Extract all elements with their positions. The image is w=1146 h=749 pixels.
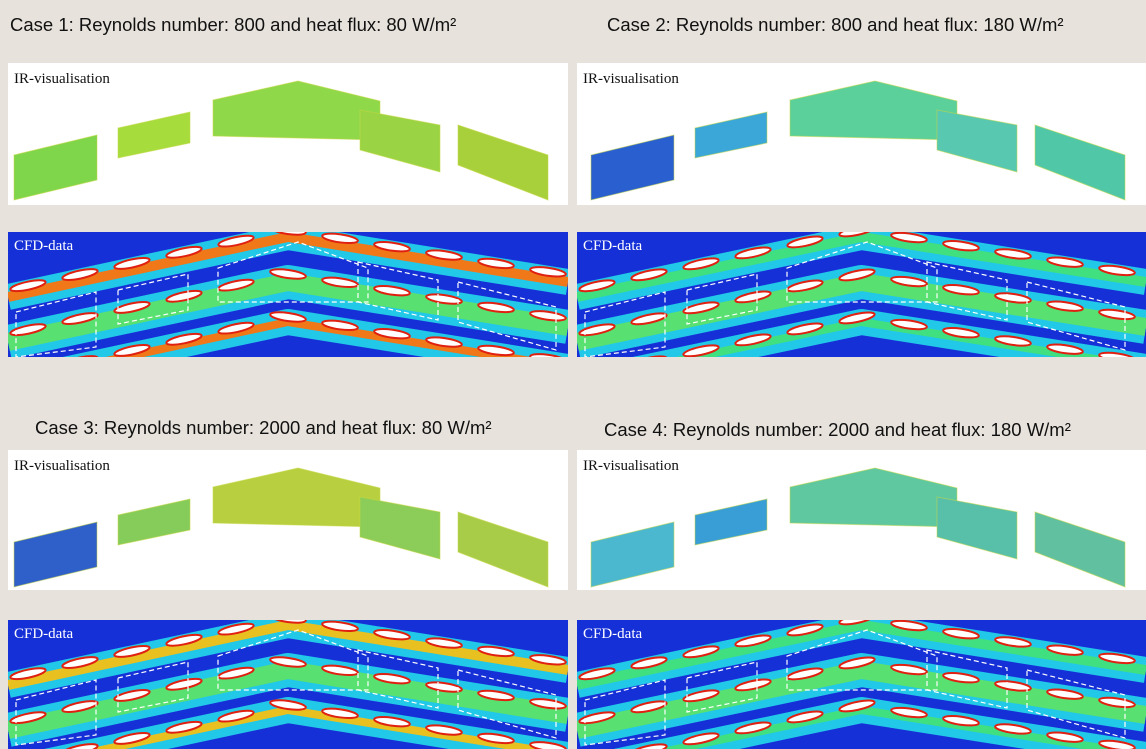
ir-label: IR-visualisation bbox=[14, 71, 110, 88]
ir-patch bbox=[458, 512, 548, 587]
cfd-panel: CFD-data bbox=[8, 620, 568, 749]
ir-patch bbox=[1035, 125, 1125, 200]
ir-panel: IR-visualisation bbox=[577, 63, 1146, 205]
cfd-label: CFD-data bbox=[583, 626, 642, 643]
ir-patch bbox=[695, 112, 767, 158]
ir-patch bbox=[695, 499, 767, 545]
ir-patch bbox=[14, 522, 97, 587]
ir-patch bbox=[790, 468, 957, 527]
cfd-panel: CFD-data bbox=[577, 620, 1146, 749]
figure: Case 1: Reynolds number: 800 and heat fl… bbox=[0, 0, 1146, 749]
ir-panel: IR-visualisation bbox=[8, 450, 568, 590]
cfd-panel: CFD-data bbox=[8, 232, 568, 357]
ir-label: IR-visualisation bbox=[583, 458, 679, 475]
ir-patch bbox=[360, 110, 440, 172]
ir-patch bbox=[937, 497, 1017, 559]
ir-label: IR-visualisation bbox=[583, 71, 679, 88]
ir-patch bbox=[118, 112, 190, 158]
ir-patch bbox=[360, 497, 440, 559]
ir-patch bbox=[1035, 512, 1125, 587]
case-title: Case 4: Reynolds number: 2000 and heat f… bbox=[604, 419, 1071, 441]
ir-patch bbox=[790, 81, 957, 140]
ir-patch bbox=[591, 135, 674, 200]
case-title: Case 3: Reynolds number: 2000 and heat f… bbox=[35, 417, 492, 439]
ir-panel: IR-visualisation bbox=[8, 63, 568, 205]
cfd-label: CFD-data bbox=[583, 238, 642, 255]
ir-patch bbox=[213, 468, 380, 527]
ir-patch bbox=[937, 110, 1017, 172]
ir-patch bbox=[458, 125, 548, 200]
ir-patch bbox=[118, 499, 190, 545]
cfd-label: CFD-data bbox=[14, 238, 73, 255]
ir-patch bbox=[591, 522, 674, 587]
case-title: Case 2: Reynolds number: 800 and heat fl… bbox=[607, 14, 1064, 36]
cfd-label: CFD-data bbox=[14, 626, 73, 643]
ir-patch bbox=[14, 135, 97, 200]
ir-label: IR-visualisation bbox=[14, 458, 110, 475]
ir-panel: IR-visualisation bbox=[577, 450, 1146, 590]
cfd-panel: CFD-data bbox=[577, 232, 1146, 357]
case-title: Case 1: Reynolds number: 800 and heat fl… bbox=[10, 14, 456, 36]
ir-patch bbox=[213, 81, 380, 140]
